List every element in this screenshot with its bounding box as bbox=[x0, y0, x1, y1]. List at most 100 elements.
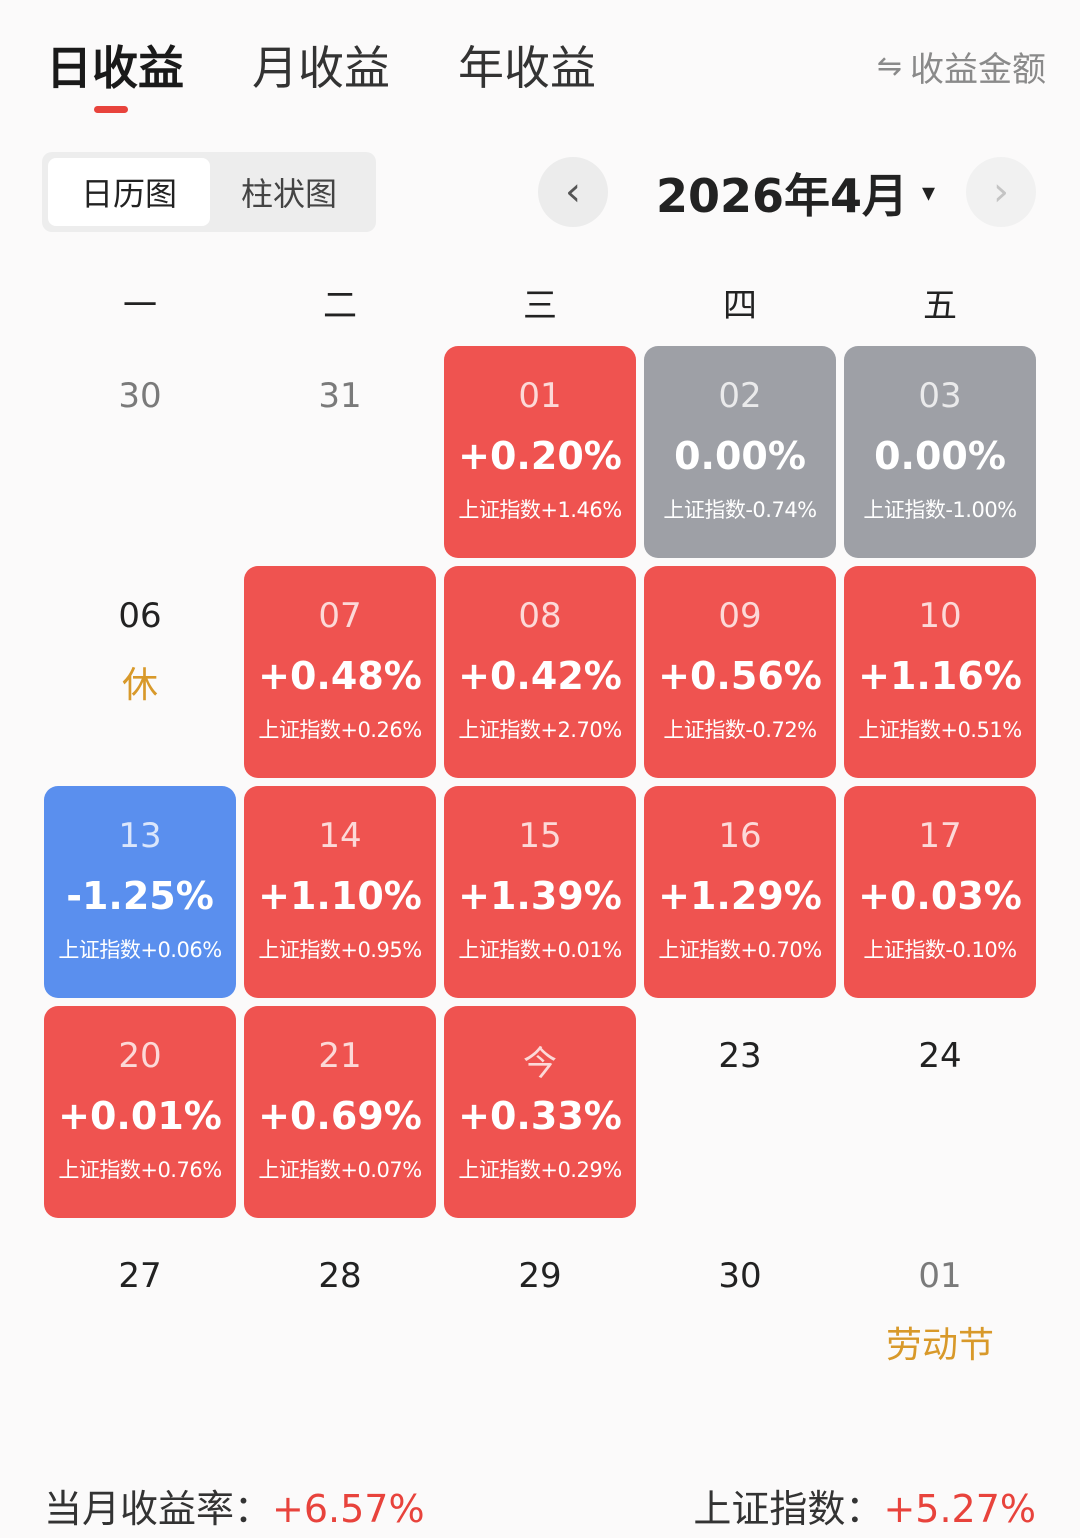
day-return: +0.56% bbox=[658, 654, 822, 698]
calendar-day[interactable]: 27 bbox=[44, 1226, 236, 1438]
day-return: +0.42% bbox=[458, 654, 622, 698]
calendar-day[interactable]: 31 bbox=[244, 346, 436, 558]
view-switch: 日历图 柱状图 bbox=[42, 152, 376, 232]
index-change: 上证指数-0.74% bbox=[663, 498, 817, 522]
day-return: +0.33% bbox=[458, 1094, 622, 1138]
calendar-day[interactable]: 23 bbox=[644, 1006, 836, 1218]
calendar-day[interactable]: 08 +0.42% 上证指数+2.70% bbox=[444, 566, 636, 778]
index-change: 上证指数+0.95% bbox=[258, 938, 422, 962]
day-number: 13 bbox=[118, 816, 162, 856]
holiday-note: 休 bbox=[121, 665, 158, 706]
tab-monthly-return[interactable]: 月收益 bbox=[252, 41, 390, 95]
calendar-day[interactable]: 30 bbox=[644, 1226, 836, 1438]
active-tab-indicator bbox=[94, 106, 128, 113]
next-month-button[interactable]: › bbox=[966, 157, 1036, 227]
monthly-summary: 当月收益率：+6.57% 上证指数：+5.27% bbox=[44, 1478, 1036, 1538]
index-change: 上证指数-0.10% bbox=[863, 938, 1017, 962]
chevron-right-icon: › bbox=[993, 169, 1009, 215]
tab-yearly-return[interactable]: 年收益 bbox=[458, 41, 596, 95]
day-number: 08 bbox=[518, 596, 562, 636]
month-return-label: 当月收益率： bbox=[44, 1487, 273, 1531]
index-change: 上证指数+0.70% bbox=[658, 938, 822, 962]
day-number: 17 bbox=[918, 816, 962, 856]
calendar-day[interactable]: 21 +0.69% 上证指数+0.07% bbox=[244, 1006, 436, 1218]
calendar-day[interactable]: 30 bbox=[44, 346, 236, 558]
view-bar-chart-button[interactable]: 柱状图 bbox=[240, 175, 337, 213]
view-calendar-button[interactable]: 日历图 bbox=[48, 158, 210, 226]
day-number: 28 bbox=[318, 1256, 362, 1296]
calendar-day[interactable]: 10 +1.16% 上证指数+0.51% bbox=[844, 566, 1036, 778]
calendar-day[interactable]: 14 +1.10% 上证指数+0.95% bbox=[244, 786, 436, 998]
calendar-day[interactable]: 24 bbox=[844, 1006, 1036, 1218]
tab-daily-return[interactable]: 日收益 bbox=[46, 41, 184, 95]
calendar-day[interactable]: 03 0.00% 上证指数-1.00% bbox=[844, 346, 1036, 558]
day-return: +0.01% bbox=[58, 1094, 222, 1138]
holiday-note: 劳动节 bbox=[885, 1325, 994, 1366]
prev-month-button[interactable]: ‹ bbox=[538, 157, 608, 227]
day-number: 01 bbox=[518, 376, 562, 416]
calendar-day[interactable]: 01 劳动节 bbox=[844, 1226, 1036, 1438]
month-return-summary: 当月收益率：+6.57% bbox=[44, 1478, 425, 1533]
calendar-day[interactable]: 13 -1.25% 上证指数+0.06% bbox=[44, 786, 236, 998]
day-number: 14 bbox=[318, 816, 362, 856]
caret-down-icon: ▾ bbox=[922, 178, 936, 208]
index-change: 上证指数+0.06% bbox=[58, 938, 222, 962]
calendar-day[interactable]: 16 +1.29% 上证指数+0.70% bbox=[644, 786, 836, 998]
weekday-thu: 四 bbox=[723, 286, 757, 326]
index-change: 上证指数+0.51% bbox=[858, 718, 1022, 742]
day-number: 16 bbox=[718, 816, 762, 856]
index-value: +5.27% bbox=[883, 1487, 1036, 1531]
chevron-left-icon: ‹ bbox=[565, 169, 581, 215]
day-number: 27 bbox=[118, 1256, 162, 1296]
day-number: 31 bbox=[318, 376, 362, 416]
day-return: +0.03% bbox=[858, 874, 1022, 918]
index-change: 上证指数-0.72% bbox=[663, 718, 817, 742]
day-number: 15 bbox=[518, 816, 562, 856]
day-number: 06 bbox=[118, 596, 162, 636]
calendar-day[interactable]: 06 休 bbox=[44, 566, 236, 778]
toggle-amount-button[interactable]: ⇋ 收益金额 bbox=[877, 42, 1046, 91]
month-selector[interactable]: 2026年4月 ▾ bbox=[656, 160, 935, 226]
day-return: +1.29% bbox=[658, 874, 822, 918]
calendar-day[interactable]: 02 0.00% 上证指数-0.74% bbox=[644, 346, 836, 558]
calendar-day[interactable]: 28 bbox=[244, 1226, 436, 1438]
index-label: 上证指数： bbox=[693, 1487, 884, 1531]
day-return: -1.25% bbox=[66, 874, 214, 918]
index-change: 上证指数+0.29% bbox=[458, 1158, 622, 1182]
period-tabs: 日收益 月收益 年收益 ⇋ 收益金额 bbox=[46, 32, 1046, 122]
day-return: +0.48% bbox=[258, 654, 422, 698]
day-return: +0.20% bbox=[458, 434, 622, 478]
day-number: 01 bbox=[918, 1256, 962, 1296]
day-number: 24 bbox=[918, 1036, 962, 1076]
day-return: +1.10% bbox=[258, 874, 422, 918]
calendar-day[interactable]: 29 bbox=[444, 1226, 636, 1438]
day-return: +1.16% bbox=[858, 654, 1022, 698]
weekday-fri: 五 bbox=[923, 286, 957, 326]
month-return-value: +6.57% bbox=[272, 1487, 425, 1531]
day-number: 03 bbox=[918, 376, 962, 416]
index-change: 上证指数-1.00% bbox=[863, 498, 1017, 522]
index-change: 上证指数+0.07% bbox=[258, 1158, 422, 1182]
calendar-day-today[interactable]: 今 +0.33% 上证指数+0.29% bbox=[444, 1006, 636, 1218]
day-number: 20 bbox=[118, 1036, 162, 1076]
day-number: 30 bbox=[718, 1256, 762, 1296]
day-number: 23 bbox=[718, 1036, 762, 1076]
calendar-day[interactable]: 20 +0.01% 上证指数+0.76% bbox=[44, 1006, 236, 1218]
toggle-amount-label: 收益金额 bbox=[910, 50, 1046, 90]
day-number: 10 bbox=[918, 596, 962, 636]
day-return: 0.00% bbox=[874, 434, 1006, 478]
day-number: 21 bbox=[318, 1036, 362, 1076]
calendar-day[interactable]: 07 +0.48% 上证指数+0.26% bbox=[244, 566, 436, 778]
day-number: 今 bbox=[523, 1044, 557, 1084]
calendar-day[interactable]: 15 +1.39% 上证指数+0.01% bbox=[444, 786, 636, 998]
index-change: 上证指数+0.26% bbox=[258, 718, 422, 742]
calendar-day[interactable]: 01 +0.20% 上证指数+1.46% bbox=[444, 346, 636, 558]
day-number: 29 bbox=[518, 1256, 562, 1296]
month-label: 2026年4月 bbox=[656, 169, 909, 223]
calendar-day[interactable]: 17 +0.03% 上证指数-0.10% bbox=[844, 786, 1036, 998]
calendar-day[interactable]: 09 +0.56% 上证指数-0.72% bbox=[644, 566, 836, 778]
day-number: 07 bbox=[318, 596, 362, 636]
day-return: 0.00% bbox=[674, 434, 806, 478]
weekday-wed: 三 bbox=[523, 286, 557, 326]
index-change: 上证指数+2.70% bbox=[458, 718, 622, 742]
